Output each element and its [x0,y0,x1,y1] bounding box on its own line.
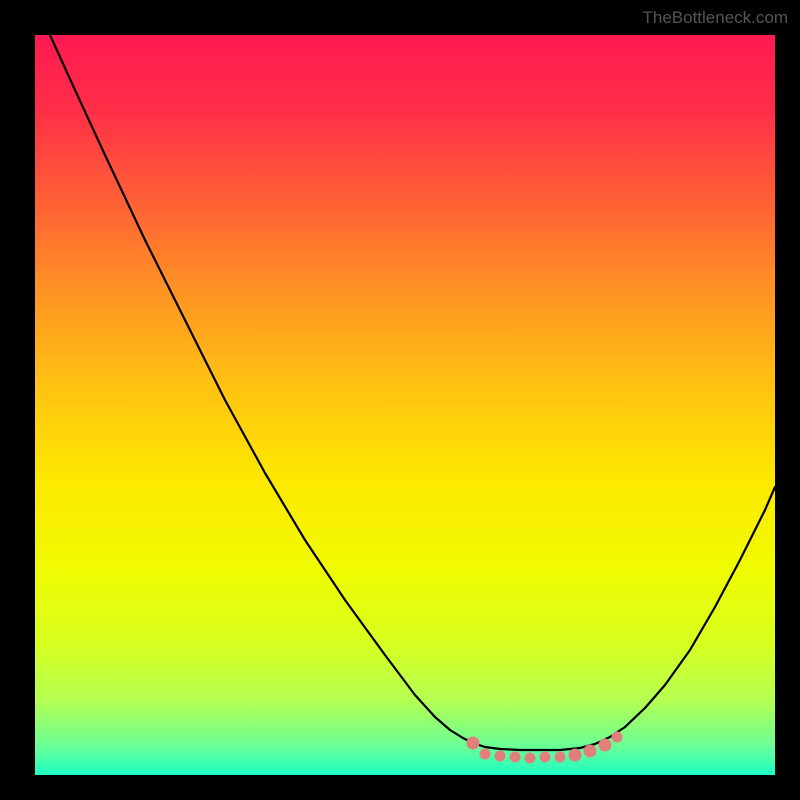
marker-point [467,737,479,749]
plot-area [35,35,775,775]
marker-point [599,739,611,751]
attribution-text: TheBottleneck.com [642,8,788,28]
marker-point [525,753,535,763]
marker-point [540,752,550,762]
marker-point [584,745,596,757]
chart-container: TheBottleneck.com [0,0,800,800]
marker-point [495,751,505,761]
marker-point [480,749,490,759]
marker-point [569,749,581,761]
bottleneck-curve [50,35,775,750]
marker-point [612,732,622,742]
marker-point [555,752,565,762]
curve-layer [35,35,775,775]
marker-point [510,752,520,762]
